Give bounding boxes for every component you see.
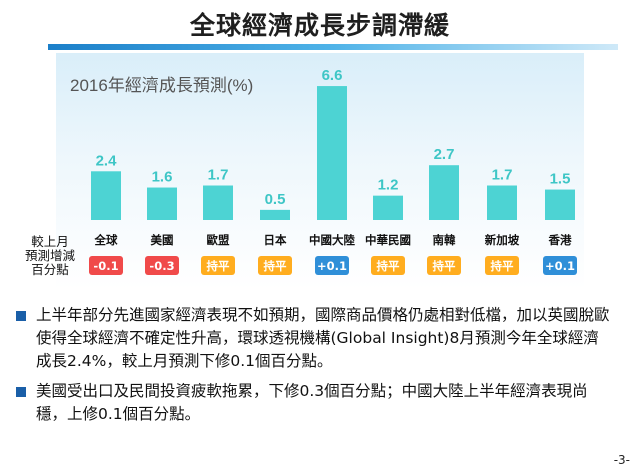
change-chip-bg [371, 256, 405, 275]
category-label-5: 中華民國 [365, 233, 411, 247]
change-chip-1: -0.3 [145, 256, 179, 275]
change-value-7: 持平 [491, 259, 514, 273]
change-chip-3: 持平 [258, 256, 292, 275]
bar-5 [373, 195, 403, 220]
bullet-item-2: 美國受出口及民間投資疲軟拖累，下修0.3個百分點；中國大陸上半年經濟表現尚穩，上… [14, 380, 614, 426]
value-label-0: 2.4 [96, 152, 118, 169]
change-chip-7: 持平 [485, 256, 519, 275]
value-label-1: 1.6 [152, 169, 173, 186]
change-chip-bg [543, 256, 577, 275]
bar-8 [545, 189, 575, 220]
change-value-1: -0.3 [149, 259, 174, 273]
change-chip-bg [89, 256, 123, 275]
change-chip-bg [201, 256, 235, 275]
category-label-8: 香港 [548, 233, 572, 247]
change-value-6: 持平 [433, 259, 456, 273]
bar-0 [91, 171, 121, 220]
change-chip-5: 持平 [371, 256, 405, 275]
change-value-3: 持平 [264, 259, 287, 273]
change-chip-bg [485, 256, 519, 275]
category-label-3: 日本 [264, 233, 287, 247]
bar-2 [203, 185, 233, 220]
category-label-1: 美國 [151, 233, 174, 247]
change-row-label-0: 較上月 [31, 234, 69, 249]
value-label-8: 1.5 [550, 171, 571, 188]
page-title: 全球經濟成長步調滯緩 [189, 11, 450, 40]
bullet-square-icon [16, 311, 26, 321]
change-value-8: +0.1 [545, 259, 575, 273]
change-chip-4: +0.1 [315, 256, 349, 275]
bar-7 [487, 185, 517, 220]
category-label-6: 南韓 [433, 233, 456, 247]
category-label-4: 中國大陸 [309, 233, 355, 247]
change-chip-bg [315, 256, 349, 275]
chart-title: 2016年經濟成長預測(%) [70, 76, 253, 95]
category-label-7: 新加坡 [485, 233, 520, 247]
bar-3 [260, 209, 290, 220]
bullet-item-1: 上半年部分先進國家經濟表現不如預期，國際商品價格仍處相對低檔，加以英國脫歐使得全… [14, 304, 614, 373]
bar-6 [429, 165, 459, 220]
change-chip-8: +0.1 [543, 256, 577, 275]
value-label-2: 1.7 [208, 167, 229, 184]
category-label-2: 歐盟 [207, 233, 230, 247]
change-chip-bg [427, 256, 461, 275]
bullet-text-1: 上半年部分先進國家經濟表現不如預期，國際商品價格仍處相對低檔，加以英國脫歐使得全… [36, 306, 610, 370]
change-chip-0: -0.1 [89, 256, 123, 275]
change-value-5: 持平 [377, 259, 400, 273]
growth-bar-chart: 2016年經濟成長預測(%) 2.4 1.6 1.7 0.5 6.6 1.2 2.7 1.7 1… [25, 67, 577, 277]
change-row-label-1: 預測增減 [25, 248, 76, 263]
bullet-square-icon [16, 387, 26, 397]
change-chip-bg [145, 256, 179, 275]
bar-1 [147, 187, 177, 220]
value-label-6: 2.7 [434, 146, 455, 163]
bullet-list: 上半年部分先進國家經濟表現不如預期，國際商品價格仍處相對低檔，加以英國脫歐使得全… [14, 304, 614, 426]
value-label-5: 1.2 [378, 177, 399, 194]
change-chip-6: 持平 [427, 256, 461, 275]
value-label-4: 6.6 [322, 67, 343, 84]
category-label-0: 全球 [94, 233, 118, 247]
value-label-7: 1.7 [492, 167, 513, 184]
change-chip-2: 持平 [201, 256, 235, 275]
change-chip-bg [258, 256, 292, 275]
page-number: -3- [613, 453, 630, 467]
value-label-3: 0.5 [265, 191, 286, 208]
change-row-label-2: 百分點 [31, 262, 69, 277]
change-value-0: -0.1 [93, 259, 118, 273]
bar-4 [317, 86, 347, 220]
change-value-2: 持平 [207, 259, 230, 273]
change-value-4: +0.1 [317, 259, 347, 273]
bullet-text-2: 美國受出口及民間投資疲軟拖累，下修0.3個百分點；中國大陸上半年經濟表現尚穩，上… [36, 382, 588, 423]
title-underline [48, 44, 618, 50]
